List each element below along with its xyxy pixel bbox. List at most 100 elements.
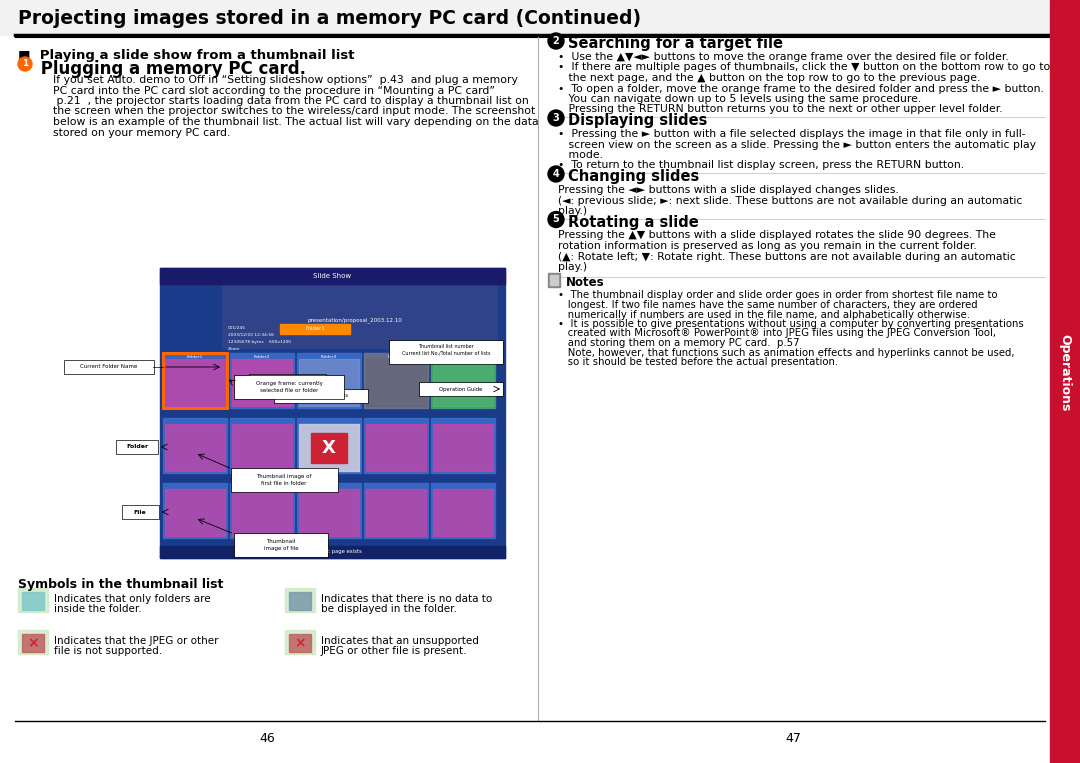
Text: stored on your memory PC card.: stored on your memory PC card. [53, 127, 230, 137]
Bar [234, 375, 345, 399]
Circle shape [548, 33, 564, 49]
Text: Folder4: Folder4 [388, 355, 404, 359]
Bar [364, 353, 428, 408]
Text: Indicates that the JPEG or other: Indicates that the JPEG or other [54, 636, 218, 646]
Text: Thumbnail list number
Current list No./Total number of lists: Thumbnail list number Current list No./T… [402, 344, 490, 356]
Text: •  To return to the thumbnail list display screen, press the RETURN button.: • To return to the thumbnail list displa… [558, 160, 964, 170]
Bar [22, 592, 44, 610]
Bar [234, 533, 328, 557]
Text: play.): play.) [558, 262, 588, 272]
Text: Previous page exists: Previous page exists [294, 394, 348, 398]
Bar [230, 353, 294, 408]
Bar [235, 376, 343, 398]
Text: 2: 2 [553, 36, 559, 46]
Bar [390, 341, 502, 363]
Text: Changing slides: Changing slides [568, 169, 699, 184]
Bar [64, 360, 154, 374]
Bar [249, 375, 325, 387]
Text: 46: 46 [259, 732, 275, 745]
Text: Searching for a target file: Searching for a target file [568, 36, 783, 51]
Bar [299, 489, 359, 536]
Text: play.): play.) [558, 206, 588, 216]
Text: and storing them on a memory PC card.  p.57: and storing them on a memory PC card. p.… [558, 338, 799, 348]
Text: Note, however, that functions such as animation effects and hyperlinks cannot be: Note, however, that functions such as an… [558, 347, 1014, 358]
Bar [232, 489, 292, 536]
Bar [285, 588, 315, 612]
Text: Thumbnail
image of file: Thumbnail image of file [264, 539, 298, 551]
Text: PC card into the PC card slot according to the procedure in “Mounting a PC card”: PC card into the PC card slot according … [53, 85, 495, 95]
Bar [364, 483, 428, 538]
Text: X: X [322, 439, 336, 457]
Text: numerically if numbers are used in the file name, and alphabetically otherwise.: numerically if numbers are used in the f… [558, 310, 970, 320]
Text: Folder3: Folder3 [321, 355, 337, 359]
Text: •  It is possible to give presentations without using a computer by converting p: • It is possible to give presentations w… [558, 319, 1024, 329]
Bar [160, 268, 505, 558]
Text: so it should be tested before the actual presentation.: so it should be tested before the actual… [558, 357, 838, 367]
Text: screen view on the screen as a slide. Pressing the ► button enters the automatic: screen view on the screen as a slide. Pr… [558, 140, 1036, 150]
Bar [232, 469, 337, 491]
Text: ×: × [294, 636, 306, 650]
Text: Indicates that there is no data to: Indicates that there is no data to [321, 594, 492, 604]
Bar [285, 630, 315, 654]
Text: Folder5: Folder5 [455, 355, 471, 359]
Text: Pressing the RETURN button returns you to the next or other upper level folder.: Pressing the RETURN button returns you t… [558, 105, 1002, 114]
Text: •  To open a folder, move the orange frame to the desired folder and press the ►: • To open a folder, move the orange fram… [558, 83, 1044, 94]
Bar [18, 630, 48, 654]
Text: File: File [134, 510, 147, 514]
Bar [249, 374, 326, 388]
Text: Folder: Folder [126, 445, 148, 449]
Bar [0, 0, 1050, 35]
Bar [160, 268, 505, 284]
Bar [230, 418, 294, 473]
Text: 5: 5 [553, 214, 559, 224]
Text: 3: 3 [553, 113, 559, 123]
Bar [275, 390, 367, 402]
Text: 2003/12/10 12:34:56: 2003/12/10 12:34:56 [228, 333, 274, 337]
Text: Displaying slides: Displaying slides [568, 113, 707, 128]
Text: You can navigate down up to 5 levels using the same procedure.: You can navigate down up to 5 levels usi… [558, 94, 921, 104]
Text: Current Folder Name: Current Folder Name [80, 365, 137, 369]
Bar [550, 275, 558, 285]
Text: Thumbnail image of
first file in folder: Thumbnail image of first file in folder [256, 474, 312, 486]
Bar [235, 534, 327, 556]
Bar [431, 418, 495, 473]
Text: inside the folder.: inside the folder. [54, 604, 141, 614]
Bar [433, 424, 492, 471]
Bar [274, 389, 368, 403]
Text: mode.: mode. [558, 150, 603, 160]
Text: Folder1: Folder1 [187, 355, 203, 359]
Bar [299, 424, 359, 471]
Text: below is an example of the thumbnail list. The actual list will vary depending o: below is an example of the thumbnail lis… [53, 117, 539, 127]
Bar [1050, 0, 1080, 763]
Text: 4: 4 [553, 169, 559, 179]
Text: (▲: Rotate left; ▼: Rotate right. These buttons are not available during an auto: (▲: Rotate left; ▼: Rotate right. These … [558, 252, 1016, 262]
Bar [289, 592, 311, 610]
Text: ×: × [27, 636, 39, 650]
Text: •  Use the ▲▼◄► buttons to move the orange frame over the desired file or folder: • Use the ▲▼◄► buttons to move the orang… [558, 52, 1009, 62]
Text: Zoom: Zoom [228, 347, 241, 351]
Text: •  If there are multiple pages of thumbnails, click the ▼ button on the bottom r: • If there are multiple pages of thumbna… [558, 63, 1050, 72]
Text: created with Microsoft® PowerPoint® into JPEG files using the JPEG Conversion To: created with Microsoft® PowerPoint® into… [558, 329, 996, 339]
Bar [297, 353, 361, 408]
Bar [117, 441, 157, 453]
Text: Operation Guide: Operation Guide [440, 387, 483, 391]
Bar [289, 634, 311, 652]
Bar [420, 383, 502, 395]
Text: Indicates that an unsupported: Indicates that an unsupported [321, 636, 478, 646]
Bar [419, 382, 503, 396]
Text: ■  Playing a slide show from a thumbnail list: ■ Playing a slide show from a thumbnail … [18, 49, 354, 62]
Text: 47: 47 [785, 732, 801, 745]
Bar [366, 424, 426, 471]
Bar [165, 424, 225, 471]
Text: Pressing the ◄► buttons with a slide displayed changes slides.: Pressing the ◄► buttons with a slide dis… [558, 185, 899, 195]
Bar [366, 359, 426, 406]
Bar [231, 468, 338, 492]
Text: •  Pressing the ► button with a file selected displays the image in that file on: • Pressing the ► button with a file sele… [558, 129, 1026, 139]
Text: Rotating a slide: Rotating a slide [568, 214, 699, 230]
Text: presentation/proposal_2003.12.10: presentation/proposal_2003.12.10 [308, 317, 403, 323]
Bar [163, 418, 227, 473]
Text: JPEG or other file is present.: JPEG or other file is present. [321, 646, 468, 656]
Text: •  The thumbnail display order and slide order goes in order from shortest file : • The thumbnail display order and slide … [558, 291, 998, 301]
Text: Notes: Notes [566, 276, 605, 289]
Bar [232, 359, 292, 406]
